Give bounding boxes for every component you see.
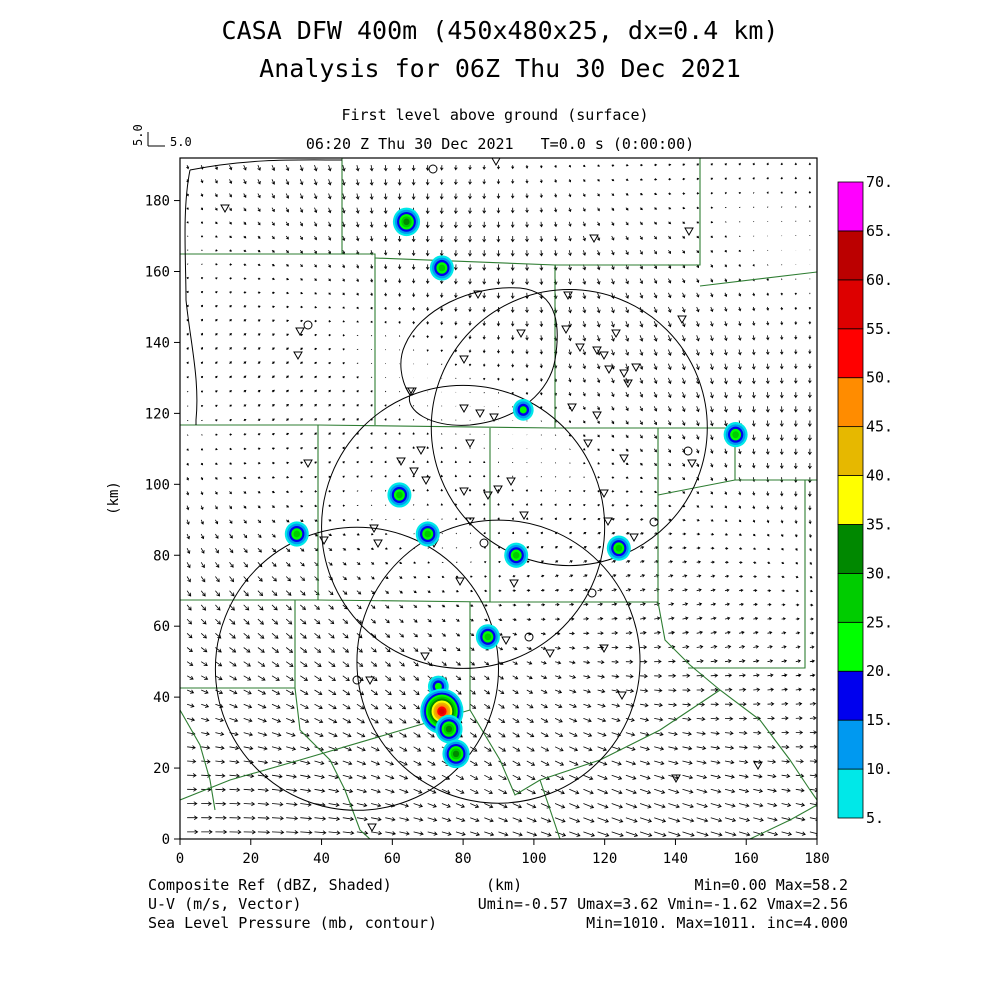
legend-wind-vector: U-V (m/s, Vector): [148, 895, 302, 913]
y-tick-label: 20: [153, 761, 170, 777]
x-tick-label: 60: [384, 851, 401, 867]
y-axis-ticks: 0 20 40 60 80 100 120 140 160 180: [145, 194, 180, 848]
colorbar-label: 45.: [866, 418, 893, 436]
ref-vector-label-vertical: 5.0: [131, 124, 145, 146]
colorbar-swatch: [837, 475, 864, 525]
colorbar-label: 65.: [866, 222, 893, 240]
range-ring: [214, 526, 500, 811]
y-tick-label: 80: [153, 548, 170, 564]
reference-vector: [147, 132, 165, 147]
y-tick-label: 120: [145, 406, 170, 422]
plot-title-line1: CASA DFW 400m (450x480x25, dx=0.4 km): [221, 16, 779, 45]
colorbar-label: 15.: [866, 711, 893, 729]
reflectivity-cell: [392, 207, 421, 237]
y-tick-label: 180: [145, 194, 170, 210]
x-axis-ticks: 0 20 40 60 80 100 120 140 160 180: [176, 839, 830, 867]
colorbar-swatch: [837, 230, 864, 281]
x-tick-label: 120: [592, 851, 617, 867]
colorbar-label: 25.: [866, 613, 893, 631]
colorbar-label: 5.: [866, 809, 884, 827]
colorbar-label: 10.: [866, 760, 893, 778]
colorbar-label: 35.: [866, 515, 893, 533]
x-tick-label: 40: [313, 851, 330, 867]
radar-range-rings: [214, 289, 708, 811]
reflectivity-cell: [442, 739, 470, 769]
y-tick-label: 140: [145, 335, 170, 351]
range-ring: [430, 289, 708, 567]
colorbar-swatch: [837, 328, 864, 379]
valid-time-line: 06:20 Z Thu 30 Dec 2021 T=0.0 s (0:00:00…: [305, 135, 695, 153]
colorbar-label: 50.: [866, 369, 893, 387]
wind-stats: Umin=-0.57 Umax=3.62 Vmin=-1.62 Vmax=2.5…: [477, 895, 848, 913]
plot-title-line2: Analysis for 06Z Thu 30 Dec 2021: [259, 54, 741, 83]
ref-vector-label: 5.0: [170, 135, 192, 149]
reflectivity-cell: [512, 398, 534, 421]
reflectivity-cell: [429, 255, 454, 281]
colorbar-label: 30.: [866, 564, 893, 582]
reflectivity-cell: [387, 482, 412, 508]
y-tick-label: 160: [145, 265, 170, 281]
y-tick-label: 60: [153, 619, 170, 635]
x-tick-label: 100: [521, 851, 546, 867]
reflectivity-echoes: [284, 207, 748, 769]
wind-vectors-path: [186, 162, 817, 837]
range-ring: [356, 519, 641, 804]
colorbar-swatch: [837, 572, 864, 623]
reflectivity-cell: [475, 624, 500, 650]
y-axis-label: (km): [106, 481, 122, 515]
colorbar-swatch: [837, 768, 864, 819]
reflectivity-cell: [723, 422, 748, 448]
colorbar-swatch: [837, 719, 864, 770]
wind-vector-field: [186, 162, 817, 837]
reflectivity-cell: [435, 714, 463, 744]
x-axis-label: (km): [486, 876, 523, 894]
colorbar-swatch: [837, 621, 864, 672]
sea-level-pressure-contours: [184, 159, 558, 426]
colorbar-label: 60.: [866, 271, 893, 289]
y-tick-label: 0: [162, 832, 170, 848]
colorbar: 5. 10. 15. 20. 25. 30. 35. 40. 45. 50. 55. 60. 65. 70…: [837, 173, 893, 827]
station-markers: [220, 158, 763, 833]
reflectivity-cell: [606, 535, 631, 561]
colorbar-swatch: [837, 426, 864, 476]
x-tick-label: 160: [734, 851, 759, 867]
plot-subtitle: First level above ground (surface): [341, 106, 649, 124]
colorbar-swatch: [837, 181, 864, 232]
x-tick-label: 180: [804, 851, 829, 867]
colorbar-swatch: [837, 377, 864, 428]
colorbar-label: 70.: [866, 173, 893, 191]
x-tick-label: 140: [663, 851, 688, 867]
county-boundaries: [180, 158, 817, 839]
colorbar-swatch: [837, 524, 864, 574]
reflectivity-cell: [415, 521, 440, 547]
colorbar-label: 55.: [866, 320, 893, 338]
plot-frame: [179, 157, 818, 840]
x-tick-label: 80: [455, 851, 472, 867]
colorbar-swatch: [837, 670, 864, 721]
legend-slp-contour: Sea Level Pressure (mb, contour): [148, 914, 437, 932]
range-ring: [321, 384, 606, 669]
colorbar-label: 20.: [866, 662, 893, 680]
y-tick-label: 100: [145, 477, 170, 493]
legend-reflectivity: Composite Ref (dBZ, Shaded): [148, 876, 392, 894]
colorbar-swatch: [837, 279, 864, 330]
y-tick-label: 40: [153, 690, 170, 706]
colorbar-label: 40.: [866, 467, 893, 485]
x-tick-label: 20: [242, 851, 259, 867]
reflectivity-stats: Min=0.00 Max=58.2: [694, 876, 848, 894]
x-tick-label: 0: [176, 851, 184, 867]
reflectivity-cell: [284, 521, 309, 547]
pressure-stats: Min=1010. Max=1011. inc=4.000: [586, 914, 848, 932]
reflectivity-cell: [504, 542, 529, 568]
